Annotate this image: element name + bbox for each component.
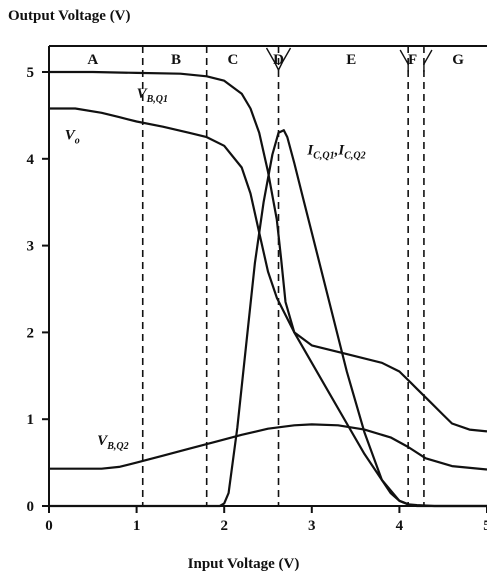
region-label-e: E [346, 52, 356, 68]
y-tick-label-2: 2 [27, 325, 35, 341]
y-tick-label-0: 0 [27, 499, 35, 515]
region-label-b: B [171, 52, 181, 68]
region-labels: A B C D E F G [87, 47, 464, 72]
series-annotation-1: VB,Q1 [137, 86, 168, 105]
region-d-bracket-left [265, 47, 280, 71]
series-line-1 [49, 70, 487, 433]
x-tick-label-2: 2 [220, 518, 228, 534]
x-tick-label-5: 5 [483, 518, 487, 534]
region-label-g: G [452, 52, 464, 68]
region-f-bracket-right [423, 49, 433, 72]
x-tick-label-3: 3 [308, 518, 316, 534]
x-tick-label-0: 0 [45, 518, 53, 534]
series-line-4 [49, 129, 487, 508]
region-d-bracket-right [277, 47, 292, 71]
series-annotation-4: VB,Q2 [97, 433, 128, 452]
series-annotation-2: Vo [65, 128, 80, 147]
annotation-group: VB,Q1 Vo IC,Q1,IC,Q2 VB,Q2 [65, 86, 366, 452]
y-tick-label-1: 1 [27, 412, 35, 428]
x-tick-label-1: 1 [133, 518, 141, 534]
y-tick-label-4: 4 [27, 152, 35, 168]
y-tick-label-5: 5 [27, 65, 35, 81]
series-annotation-3: IC,Q1,IC,Q2 [306, 142, 365, 161]
tick-group: 0 1 2 3 4 5 0 1 2 3 4 5 [27, 65, 487, 534]
region-label-d: D [273, 52, 284, 68]
y-axis-title: Output Voltage (V) [8, 8, 131, 24]
y-tick-label-3: 3 [27, 239, 35, 255]
region-label-f: F [408, 52, 417, 68]
x-axis-title: Input Voltage (V) [187, 556, 300, 572]
series-line-3 [49, 423, 487, 471]
region-label-c: C [228, 52, 239, 68]
series-group [49, 70, 487, 508]
region-label-a: A [87, 52, 98, 68]
x-tick-label-4: 4 [396, 518, 404, 534]
region-f-bracket-left [399, 49, 409, 72]
